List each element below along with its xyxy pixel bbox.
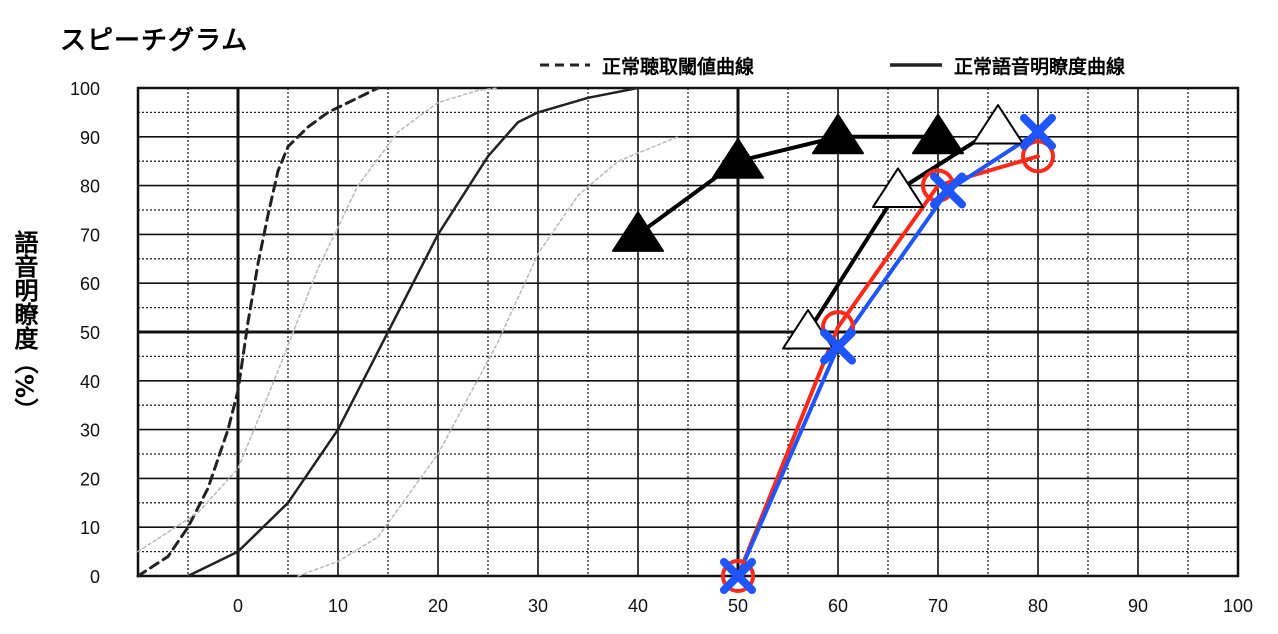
series-3 xyxy=(297,136,679,577)
x-tick-label: 90 xyxy=(1128,596,1148,616)
x-tick-label: 0 xyxy=(233,596,243,616)
series-2 xyxy=(137,87,499,553)
legend-item-solid: 正常語音明瞭度曲線 xyxy=(890,50,1125,80)
x-tick-label: 60 xyxy=(828,596,848,616)
series-7 xyxy=(736,129,1040,578)
x-tick-label: 10 xyxy=(328,596,348,616)
y-tick-label: 80 xyxy=(80,177,100,197)
grid xyxy=(138,88,1238,576)
series-line xyxy=(736,154,1040,578)
open-triangle-marker xyxy=(972,104,1024,145)
legend-swatch-solid xyxy=(890,63,942,67)
legend-label-solid: 正常語音明瞭度曲線 xyxy=(954,55,1126,78)
series-line xyxy=(297,136,679,577)
series-line xyxy=(136,86,380,578)
y-tick-label: 40 xyxy=(80,372,100,392)
series-markers-5 xyxy=(782,104,1024,350)
x-tick-label: 20 xyxy=(428,596,448,616)
series-6 xyxy=(736,154,1040,578)
cross-marker xyxy=(930,172,966,209)
y-tick-label: 20 xyxy=(80,469,100,489)
y-tick-label: 70 xyxy=(80,225,100,245)
series-markers-7 xyxy=(720,113,1056,594)
filled-triangle-marker xyxy=(912,113,964,155)
series-1 xyxy=(186,86,640,578)
x-tick-label: 30 xyxy=(528,596,548,616)
y-tick-label: 0 xyxy=(90,567,100,587)
series-line xyxy=(186,86,640,578)
y-tick-label: 90 xyxy=(80,128,100,148)
open-triangle-marker xyxy=(782,309,834,350)
series-line xyxy=(806,125,1000,334)
y-tick-label: 30 xyxy=(80,421,100,441)
x-tick-label: 40 xyxy=(628,596,648,616)
series-0 xyxy=(136,86,380,578)
series-markers-4 xyxy=(612,113,964,252)
series-line xyxy=(137,87,499,553)
open-triangle-marker xyxy=(872,167,924,208)
cross-marker xyxy=(720,558,756,594)
circle-marker xyxy=(1021,139,1055,174)
plot-frame xyxy=(136,86,1240,578)
filled-triangle-marker xyxy=(712,138,764,179)
y-axis-label: 語音明瞭度（%） xyxy=(10,230,38,423)
x-tick-label: 50 xyxy=(728,596,748,616)
series-line xyxy=(736,129,1040,578)
y-tick-label: 100 xyxy=(70,79,100,99)
chart-title: スピーチグラム xyxy=(60,26,249,56)
cross-marker xyxy=(820,328,856,365)
x-tick-label: 80 xyxy=(1028,596,1048,616)
legend-label-dashed: 正常聴取閾値曲線 xyxy=(602,55,755,78)
legend-swatch-dashed xyxy=(540,63,590,67)
series-5 xyxy=(806,125,1000,334)
y-tick-label: 50 xyxy=(80,323,100,343)
filled-triangle-marker xyxy=(612,211,664,252)
series-4 xyxy=(636,134,940,237)
cross-marker xyxy=(1020,113,1056,150)
filled-triangle-marker xyxy=(812,113,864,155)
legend: 正常聴取閾値曲線 正常語音明瞭度曲線 xyxy=(540,50,1240,80)
y-tick-label: 10 xyxy=(80,518,100,538)
circle-marker xyxy=(721,559,755,593)
legend-item-dashed: 正常聴取閾値曲線 xyxy=(540,50,754,80)
series-line xyxy=(636,134,940,237)
x-tick-label: 100 xyxy=(1223,596,1253,616)
y-tick-label: 60 xyxy=(80,274,100,294)
x-tick-label: 70 xyxy=(928,596,948,616)
